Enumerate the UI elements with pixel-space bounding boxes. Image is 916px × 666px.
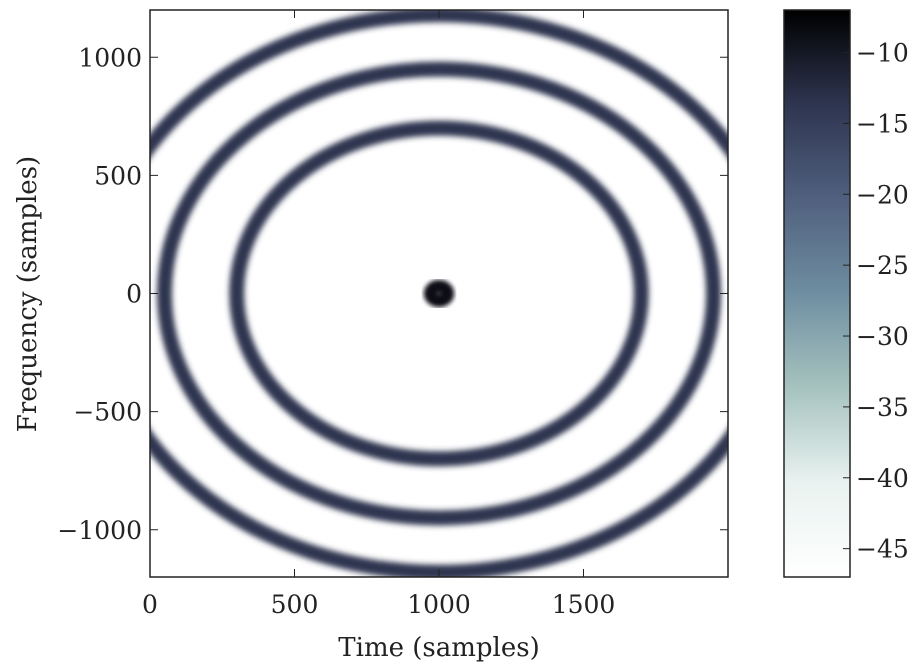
colorbar-frame (783, 9, 851, 578)
colorbar-tick-label: −20 (856, 180, 909, 209)
colorbar-ticks: −10 −15 −20 −25 −30 −35 −40 −45 (843, 39, 909, 564)
y-tick-label: −500 (73, 398, 142, 427)
colorbar-tick-label: −25 (856, 251, 909, 280)
colorbar-tick-label: −10 (856, 39, 909, 68)
colorbar-tick-label: −30 (856, 322, 909, 351)
x-tick-label: 1500 (552, 590, 616, 619)
colorbar-tick-label: −15 (856, 109, 909, 138)
y-axis-ticks: 1000 500 0 −500 −1000 (57, 43, 728, 545)
x-axis-label: Time (samples) (338, 633, 539, 663)
x-tick-label: 1000 (407, 590, 471, 619)
x-axis-ticks: 0 500 1000 1500 (142, 10, 615, 619)
colorbar-tick-label: −40 (856, 464, 909, 493)
y-tick-label: 500 (94, 161, 142, 190)
y-tick-label: 0 (126, 280, 142, 309)
y-tick-label: −1000 (57, 516, 142, 545)
colorbar (784, 10, 850, 577)
x-tick-label: 0 (142, 590, 158, 619)
colorbar-tick-label: −45 (856, 535, 909, 564)
plot-area (150, 10, 728, 577)
ring-1 (229, 120, 649, 467)
ring-2 (156, 61, 722, 526)
center-ring (423, 279, 455, 308)
colorbar-tick-label: −35 (856, 393, 909, 422)
y-axis-label: Frequency (samples) (13, 156, 43, 432)
x-tick-label: 500 (271, 590, 319, 619)
y-tick-label: 1000 (78, 43, 142, 72)
